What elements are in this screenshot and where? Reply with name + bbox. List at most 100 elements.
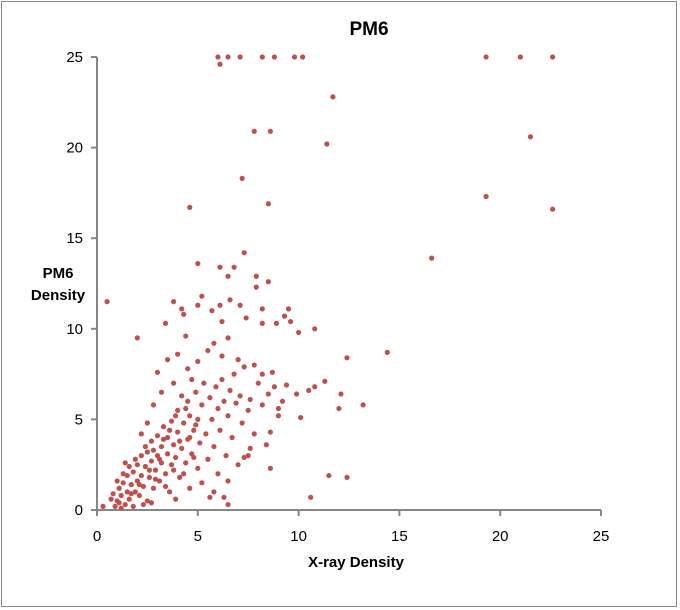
data-point (154, 433, 161, 439)
data-point (183, 460, 189, 466)
data-point (259, 320, 265, 326)
data-point (144, 498, 150, 504)
data-point (116, 500, 122, 506)
data-point (152, 476, 159, 482)
data-point (217, 302, 223, 308)
data-point (195, 358, 201, 365)
data-point (118, 505, 124, 511)
data-point (138, 431, 144, 437)
data-point (112, 503, 118, 509)
data-point (146, 474, 153, 480)
data-point (177, 474, 183, 480)
data-point (283, 382, 290, 388)
data-point (181, 420, 187, 426)
data-point (243, 315, 249, 321)
data-point (205, 347, 211, 354)
data-point (219, 353, 225, 359)
data-point (245, 453, 251, 459)
data-point (298, 414, 304, 421)
data-point (221, 398, 227, 404)
y-tick-label: 0 (75, 502, 83, 519)
data-point (166, 427, 173, 433)
data-point (281, 313, 288, 319)
data-point (291, 54, 298, 60)
data-point (134, 335, 140, 341)
data-point (173, 413, 179, 419)
data-point (148, 458, 155, 464)
data-point (173, 454, 179, 461)
data-point (550, 206, 556, 212)
data-point (171, 467, 177, 473)
data-point (209, 416, 215, 422)
data-point (132, 456, 138, 462)
data-point (142, 443, 148, 450)
data-point (251, 362, 257, 368)
data-point (150, 447, 157, 453)
data-point (140, 483, 146, 490)
data-point (237, 54, 243, 60)
data-point (185, 366, 191, 372)
data-point (130, 469, 136, 475)
data-point (223, 453, 229, 459)
data-point (219, 318, 225, 325)
data-point (217, 427, 223, 433)
data-point (336, 405, 342, 412)
data-point (193, 422, 199, 428)
data-point (225, 501, 231, 508)
data-point (104, 299, 110, 305)
data-point (285, 306, 292, 312)
data-point (108, 496, 114, 502)
data-point (338, 391, 344, 397)
data-point (148, 500, 155, 506)
data-point (187, 413, 193, 419)
chart-title: PM6 (349, 19, 388, 40)
x-tick-label: 25 (593, 528, 610, 545)
data-point (259, 371, 265, 377)
data-point (193, 389, 199, 395)
data-point (199, 402, 205, 408)
x-tick-label: 5 (194, 528, 202, 545)
data-point (217, 264, 223, 270)
data-point (134, 462, 140, 468)
data-point (124, 472, 130, 479)
data-point (215, 471, 221, 477)
data-point (173, 496, 179, 502)
data-point (239, 175, 245, 182)
data-point (215, 405, 221, 412)
data-point (132, 489, 138, 495)
data-point (175, 429, 181, 435)
data-point (550, 54, 556, 60)
data-point (517, 54, 523, 60)
data-point (247, 396, 253, 403)
data-point (259, 402, 265, 408)
data-point (171, 299, 177, 305)
data-point (158, 389, 165, 395)
data-point (197, 440, 203, 446)
data-point (156, 478, 163, 484)
data-point (187, 485, 193, 491)
data-point (181, 311, 187, 317)
data-point (160, 436, 167, 442)
data-point (162, 483, 169, 490)
data-point (181, 471, 187, 477)
data-point (312, 326, 318, 332)
data-point (300, 54, 306, 60)
data-point (215, 54, 221, 60)
data-point (199, 293, 205, 299)
data-point (179, 393, 185, 399)
data-point (171, 442, 177, 448)
data-point (235, 462, 241, 468)
data-point (183, 405, 189, 412)
data-point (189, 376, 195, 383)
data-point (269, 369, 275, 375)
data-point (187, 204, 193, 210)
data-point (251, 431, 257, 437)
data-point (150, 402, 157, 408)
data-point (144, 420, 150, 426)
data-point (187, 434, 193, 441)
data-point (296, 329, 302, 336)
data-point (195, 260, 201, 267)
data-point (162, 320, 169, 326)
